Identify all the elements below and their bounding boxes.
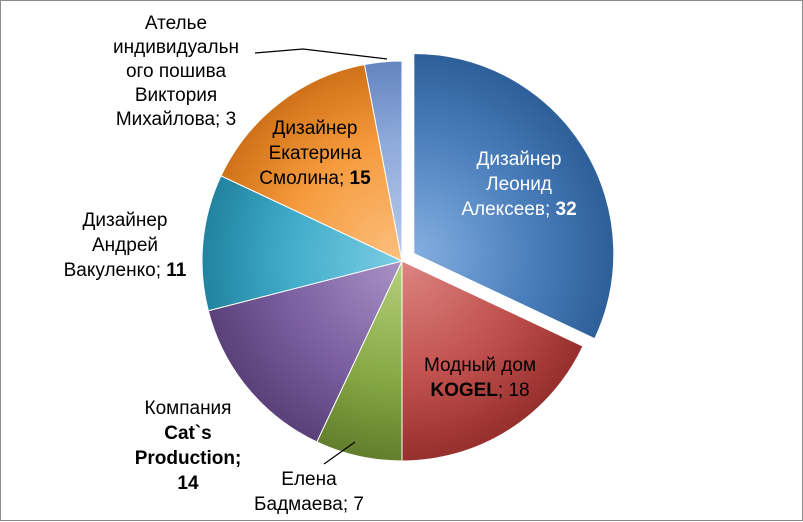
leader-line bbox=[254, 48, 388, 60]
pie-slice bbox=[201, 175, 404, 312]
leader-line bbox=[323, 441, 356, 465]
slice-label: Модный дом KOGEL; 18 bbox=[424, 355, 536, 401]
slice-label: Дизайнер Екатерина Смолина; 15 bbox=[259, 118, 371, 189]
slice-label: Компания Cat`s Production; 14 bbox=[135, 398, 242, 494]
pie-slice bbox=[413, 52, 615, 340]
pie-slice bbox=[207, 260, 403, 443]
pie-slice bbox=[401, 260, 584, 462]
slice-label: Ателье индивидуальн ого пошива Виктория Миха… bbox=[113, 13, 239, 130]
pie-slice bbox=[363, 60, 403, 262]
pie-slice bbox=[220, 63, 403, 262]
slice-label: Дизайнер Леонид Алексеев; 32 bbox=[461, 149, 576, 220]
slice-label: Дизайнер Андрей Вакуленко; 11 bbox=[64, 210, 187, 281]
slice-label: Елена Бадмаева; 7 bbox=[254, 469, 364, 515]
